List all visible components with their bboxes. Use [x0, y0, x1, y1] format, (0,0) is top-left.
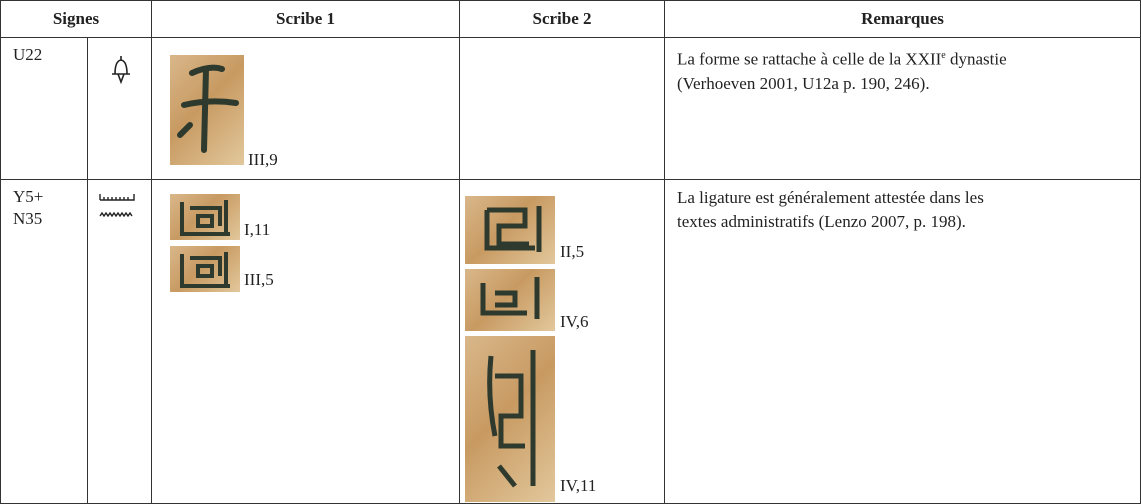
caption: I,11	[244, 220, 271, 239]
remark: La ligature est généralement attestée da…	[677, 186, 984, 234]
remark-cell: La ligature est généralement attestée da…	[665, 180, 1141, 504]
caption: III,9	[248, 150, 278, 169]
remark-text: (Verhoeven 2001, U12a p. 190, 246).	[677, 73, 930, 93]
header-cell: Scribe 1	[152, 0, 460, 38]
remark: La forme se rattache à celle de la XXIIe…	[677, 44, 1007, 96]
superscript: e	[941, 50, 946, 61]
header-text: Scribe 2	[532, 9, 592, 28]
remark-text: textes administratifs (Lenzo 2007, p. 19…	[677, 212, 966, 231]
scribe1-cell: I,11 III,5	[152, 180, 460, 504]
code-line: N35	[13, 209, 43, 228]
remark-text: La forme se rattache à celle de la XXII	[677, 49, 942, 69]
code-cell: U22	[0, 38, 88, 180]
scribe2-cell	[460, 38, 665, 180]
header-text: Scribe 1	[275, 9, 336, 28]
sign-code: U22	[13, 45, 43, 64]
scribe2-cell: II,5 IV,6 IV,11	[460, 180, 665, 504]
facsimile	[170, 55, 244, 165]
facsimile	[465, 336, 555, 502]
header-cell: Signes	[0, 0, 152, 38]
caption: IV,11	[560, 476, 597, 495]
remark-cell: La forme se rattache à celle de la XXIIe…	[665, 38, 1141, 180]
facsimile	[170, 246, 240, 292]
sign-code: Y5+ N35	[13, 186, 43, 230]
code-cell: Y5+ N35	[0, 180, 88, 504]
header-text: Remarques	[861, 9, 944, 28]
glyph-u22	[112, 56, 130, 85]
caption: II,5	[560, 242, 585, 261]
remark-text: dynastie	[945, 49, 1007, 69]
header-text: Signes	[52, 9, 100, 28]
scribe1-cell: III,9	[152, 38, 460, 180]
glyph-cell	[88, 180, 152, 504]
code-line: Y5+	[13, 187, 44, 206]
header-cell: Scribe 2	[460, 0, 665, 38]
facsimile	[465, 269, 555, 331]
remark-text: La ligature est généralement attestée da…	[677, 188, 984, 207]
facsimile	[465, 196, 555, 264]
caption: IV,6	[560, 312, 589, 331]
glyph-y5-n35	[99, 194, 135, 218]
caption: III,5	[244, 270, 274, 289]
glyph-cell	[88, 38, 152, 180]
header-cell: Remarques	[665, 0, 1141, 38]
facsimile	[170, 194, 240, 240]
